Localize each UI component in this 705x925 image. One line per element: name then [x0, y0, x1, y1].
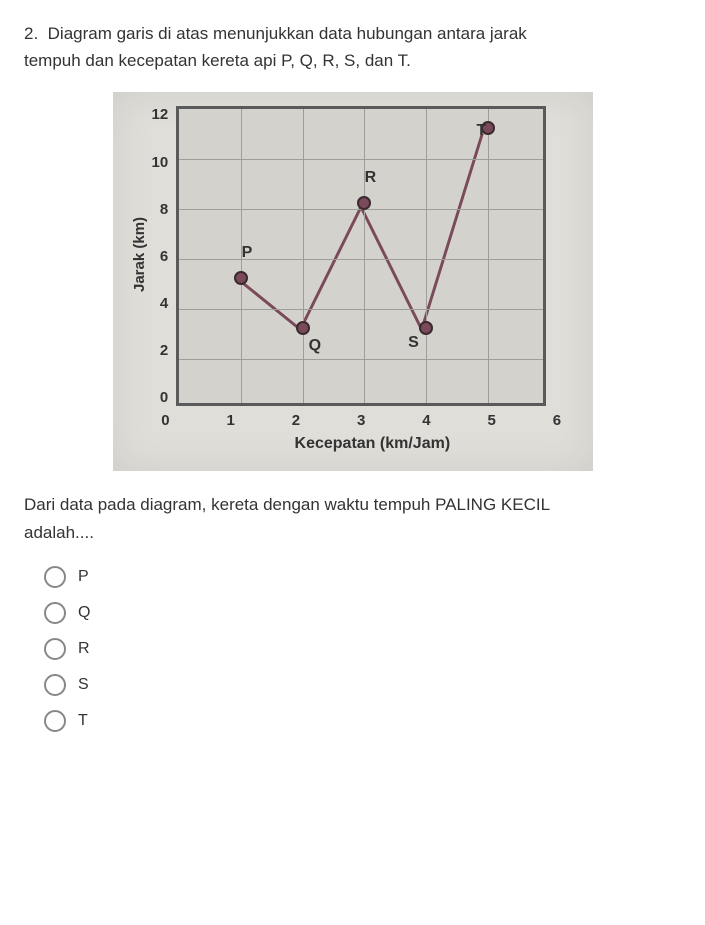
y-tick: 8 — [152, 201, 169, 218]
follow-line2: adalah.... — [24, 523, 94, 542]
radio-icon — [44, 710, 66, 732]
question-text: 2. Diagram garis di atas menunjukkan dat… — [24, 20, 681, 74]
x-tick: 5 — [488, 412, 496, 429]
option-label: T — [78, 712, 88, 730]
x-tick: 2 — [292, 412, 300, 429]
radio-icon — [44, 638, 66, 660]
option-p[interactable]: P — [44, 566, 681, 588]
x-tick: 0 — [161, 412, 169, 429]
question-line1: Diagram garis di atas menunjukkan data h… — [48, 24, 527, 43]
option-s[interactable]: S — [44, 674, 681, 696]
option-r[interactable]: R — [44, 638, 681, 660]
follow-line1: Dari data pada diagram, kereta dengan wa… — [24, 495, 550, 514]
chart-point-label-p: P — [242, 244, 253, 262]
option-q[interactable]: Q — [44, 602, 681, 624]
option-label: Q — [78, 604, 90, 622]
chart-point-q — [296, 321, 310, 335]
chart-point-r — [357, 196, 371, 210]
option-label: P — [78, 568, 89, 586]
chart-point-label-s: S — [408, 334, 419, 352]
option-label: R — [78, 640, 90, 658]
y-tick: 6 — [152, 248, 169, 265]
y-axis-ticks: 12 10 8 6 4 2 0 — [152, 106, 177, 406]
chart-plot-area: P Q R S T — [176, 106, 546, 406]
follow-up-text: Dari data pada diagram, kereta dengan wa… — [24, 491, 681, 545]
chart-container: Jarak (km) 12 10 8 6 4 2 0 PQRST 0 1 2 3… — [113, 92, 593, 471]
chart-point-label-r: R — [365, 169, 377, 187]
x-axis-ticks: 0 1 2 3 4 5 6 — [161, 412, 561, 429]
y-axis-label: Jarak (km) — [127, 116, 152, 393]
question-number: 2. — [24, 24, 38, 43]
y-tick: 12 — [152, 106, 169, 123]
x-tick: 6 — [553, 412, 561, 429]
question-line2: tempuh dan kecepatan kereta api P, Q, R,… — [24, 51, 411, 70]
y-tick: 10 — [152, 154, 169, 171]
radio-icon — [44, 566, 66, 588]
x-axis-label: Kecepatan (km/Jam) — [176, 435, 568, 453]
radio-icon — [44, 674, 66, 696]
x-tick: 1 — [226, 412, 234, 429]
y-tick: 2 — [152, 342, 169, 359]
x-tick: 4 — [422, 412, 430, 429]
option-t[interactable]: T — [44, 710, 681, 732]
chart-point-s — [419, 321, 433, 335]
y-tick: 4 — [152, 295, 169, 312]
y-tick: 0 — [152, 389, 169, 406]
chart-point-label-q: Q — [309, 337, 321, 355]
chart-point-label-t: T — [476, 122, 486, 140]
x-tick: 3 — [357, 412, 365, 429]
chart-point-p — [234, 271, 248, 285]
option-label: S — [78, 676, 89, 694]
options-group: P Q R S T — [44, 566, 681, 732]
radio-icon — [44, 602, 66, 624]
